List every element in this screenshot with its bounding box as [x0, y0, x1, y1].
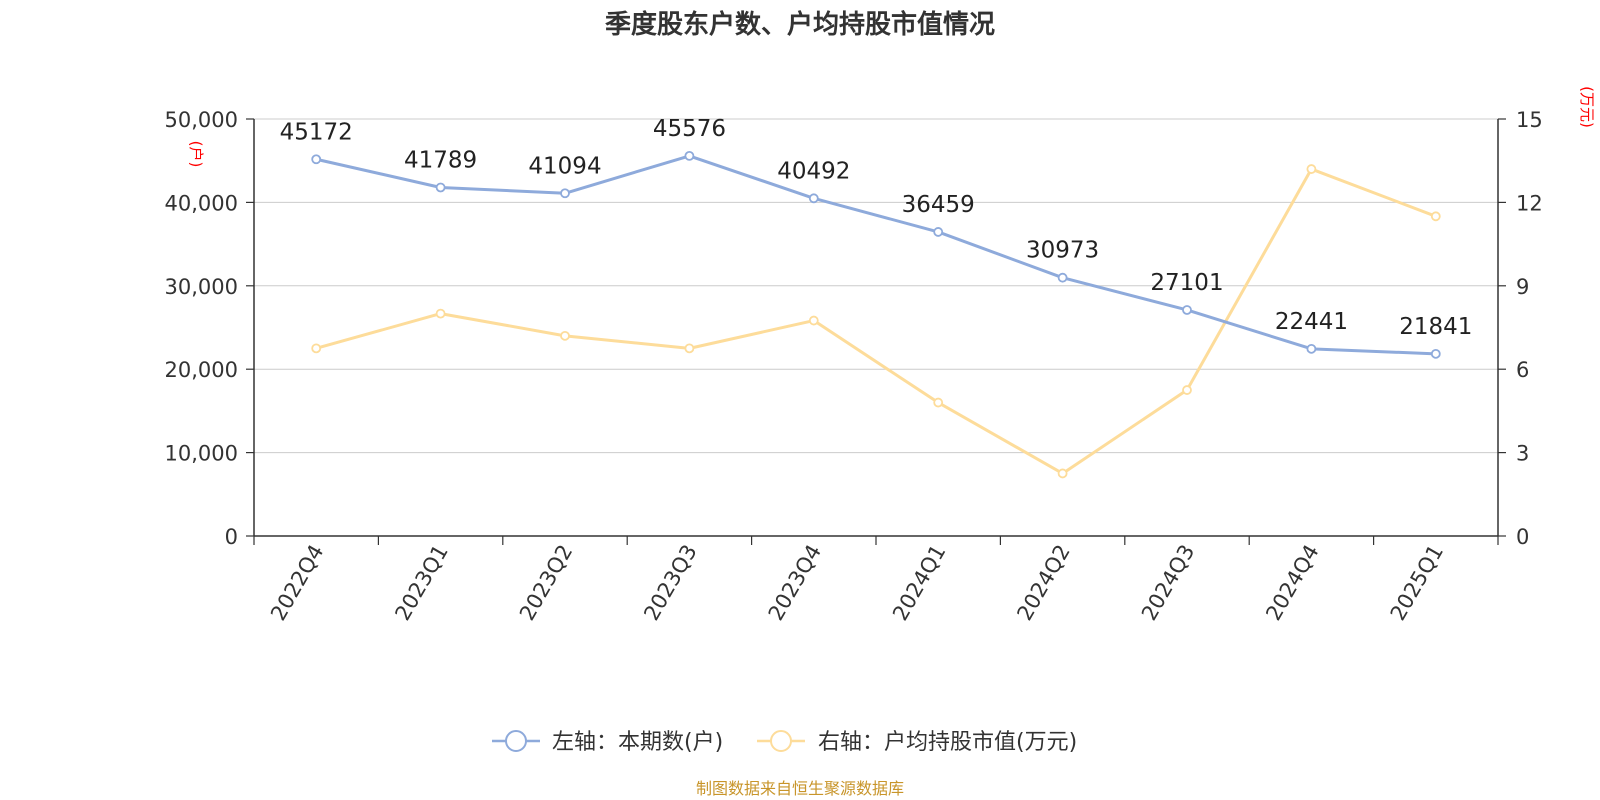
legend-item-right-series[interactable]: 右轴：户均持股市值(万元) [757, 730, 1077, 755]
data-point-left [808, 193, 819, 204]
data-label: 45172 [280, 119, 353, 145]
data-point-right [808, 315, 819, 326]
x-tick-label: 2023Q2 [515, 541, 577, 625]
right-tick-label: 6 [1516, 358, 1529, 382]
data-point-right [1182, 385, 1192, 395]
axes [246, 118, 1506, 545]
x-tick-label: 2023Q1 [390, 541, 452, 625]
data-point-right [933, 397, 944, 408]
left-tick-label: 20,000 [165, 358, 238, 382]
legend-marker-left [505, 730, 527, 752]
data-label: 27101 [1150, 270, 1223, 296]
x-tick-label: 2023Q4 [764, 541, 826, 625]
x-tick-label: 2023Q3 [639, 541, 701, 625]
x-tick-label: 2025Q1 [1386, 541, 1448, 625]
left-tick-label: 50,000 [165, 108, 238, 132]
data-point-left [1430, 348, 1441, 359]
data-point-right [560, 330, 570, 341]
grid-lines [254, 118, 1498, 454]
data-point-left [684, 150, 695, 161]
data-point-right [1430, 211, 1441, 222]
x-tick-label: 2022Q4 [266, 541, 328, 625]
right-tick-label: 0 [1516, 525, 1529, 549]
data-point-left [311, 154, 322, 165]
x-tick-label: 2024Q1 [888, 540, 950, 624]
right-tick-label: 3 [1516, 442, 1529, 466]
data-point-right [435, 308, 446, 319]
legend-label-left: 左轴：本期数(户) [552, 730, 723, 755]
x-tick-label: 2024Q4 [1261, 541, 1323, 625]
data-point-left [1306, 343, 1317, 354]
right-axis-unit: (万元) [1578, 86, 1596, 128]
data-label: 41094 [528, 153, 601, 179]
left-tick-label: 40,000 [165, 191, 238, 215]
right-tick-label: 9 [1516, 275, 1529, 299]
chart-title: 季度股东户数、户均持股市值情况 [605, 9, 995, 40]
data-point-right [684, 343, 695, 354]
data-labels: 45172 41789 41094 45576 40492 36459 30973 27101… [280, 116, 1473, 340]
data-label: 45576 [653, 116, 726, 142]
legend-marker-right [770, 730, 792, 752]
data-point-left [933, 227, 944, 237]
right-tick-label: 15 [1516, 108, 1543, 132]
data-point-left [1057, 272, 1068, 283]
data-label: 40492 [777, 158, 850, 184]
data-label: 22441 [1275, 309, 1348, 335]
data-point-left [560, 188, 570, 199]
tick-labels: 0 0 10,000 3 20,000 6 30,000 9 40,000 12 50,000 15 2… [165, 108, 1543, 625]
data-label: 36459 [902, 192, 975, 218]
left-axis-unit: (户) [187, 141, 205, 168]
data-label: 41789 [404, 147, 477, 173]
left-tick-label: 0 [225, 525, 238, 549]
source-note: 制图数据来自恒生聚源数据库 [696, 779, 904, 798]
data-label: 21841 [1399, 314, 1472, 340]
right-tick-label: 12 [1516, 191, 1543, 215]
data-point-right [311, 343, 322, 354]
data-point-left [1182, 305, 1192, 315]
series-line-right [315, 167, 1437, 475]
series-lines [311, 150, 1441, 479]
x-tick-label: 2024Q3 [1137, 541, 1199, 625]
data-label: 30973 [1026, 238, 1099, 264]
series-line-left [315, 154, 1436, 356]
left-tick-label: 10,000 [165, 442, 238, 466]
data-point-right [1057, 468, 1068, 479]
legend[interactable]: 左轴：本期数(户) 右轴：户均持股市值(万元) [492, 730, 1077, 755]
data-point-left [435, 182, 446, 193]
data-point-right [1306, 164, 1317, 174]
left-tick-label: 30,000 [165, 275, 238, 299]
legend-item-left-series[interactable]: 左轴：本期数(户) [492, 730, 723, 755]
x-tick-label: 2024Q2 [1012, 541, 1074, 625]
legend-label-right: 右轴：户均持股市值(万元) [818, 730, 1077, 755]
